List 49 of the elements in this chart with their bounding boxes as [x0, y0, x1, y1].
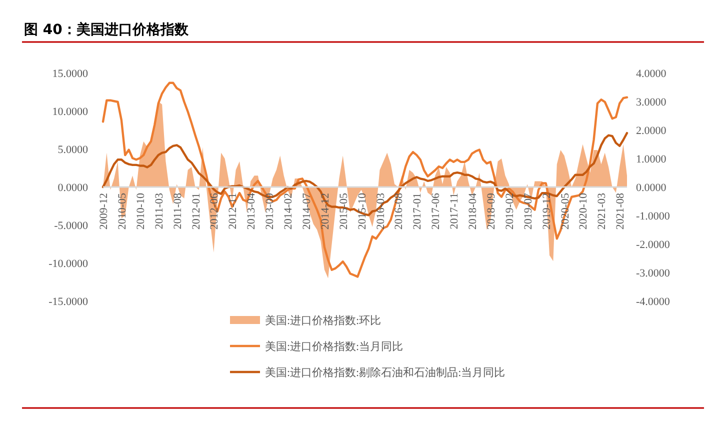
x-tick-label: 2015-10	[356, 192, 368, 230]
x-tick-label: 2014-12	[319, 193, 332, 230]
x-tick-label: 2017-01	[412, 193, 424, 230]
y2-tick-label: -1.0000	[636, 210, 670, 222]
y2-tick-label: 3.0000	[636, 96, 667, 108]
x-tick-label: 2015-05	[338, 192, 350, 230]
y-tick-label: 10.0000	[52, 106, 88, 118]
x-tick-label: 2017-11	[448, 193, 461, 230]
legend-label: 美国:进口价格指数:当月同比	[265, 340, 404, 353]
y-tick-label: 15.0000	[52, 68, 88, 80]
y2-tick-label: -2.0000	[636, 239, 670, 251]
x-tick-label: 2019-02	[504, 193, 516, 230]
legend-label: 美国:进口价格指数:环比	[265, 314, 382, 327]
x-tick-label: 2014-07	[300, 192, 313, 230]
y2-tick-label: 1.0000	[636, 154, 667, 166]
x-tick-label: 2011-03	[153, 192, 166, 230]
y-tick-label: -5.0000	[54, 220, 88, 232]
x-tick-label: 2012-01	[190, 193, 202, 230]
y2-tick-label: 4.0000	[636, 68, 667, 80]
y-tick-label: -10.0000	[48, 258, 88, 270]
legend-label: 美国:进口价格指数:剔除石油和石油制品:当月同比	[265, 366, 506, 379]
x-tick-label: 2018-09	[485, 192, 498, 230]
x-tick-label: 2020-10	[578, 192, 590, 230]
x-tick-label: 2021-08	[614, 192, 627, 230]
x-tick-label: 2010-10	[134, 192, 147, 230]
x-tick-label: 2014-02	[282, 193, 295, 230]
x-tick-label: 2013-04	[246, 192, 258, 230]
y-tick-label: 5.0000	[58, 144, 88, 156]
x-tick-label: 2010-05	[116, 192, 128, 230]
y-tick-label: -15.0000	[48, 296, 88, 308]
y2-tick-label: -4.0000	[636, 296, 670, 308]
x-tick-label: 2018-04	[467, 192, 480, 230]
y-tick-label: 0.0000	[58, 182, 88, 194]
x-tick-label: 2012-11	[227, 193, 240, 230]
x-tick-label: 2019-12	[540, 193, 553, 230]
y2-tick-label: -3.0000	[636, 268, 670, 280]
x-tick-label: 2019-07	[522, 192, 534, 230]
x-tick-label: 2009-12	[98, 193, 110, 230]
x-tick-label: 2016-08	[393, 192, 406, 230]
chart-title: 图 40：美国进口价格指数	[24, 21, 190, 38]
x-tick-label: 2013-09	[264, 192, 276, 230]
x-tick-label: 2021-03	[596, 192, 608, 230]
x-tick-label: 2011-08	[172, 192, 184, 230]
x-tick-label: 2017-06	[430, 192, 442, 230]
y2-tick-label: 2.0000	[636, 125, 667, 137]
y2-tick-label: 0.0000	[636, 182, 667, 194]
x-tick-label: 2012-06	[208, 192, 221, 230]
x-tick-label: 2016-03	[374, 192, 387, 230]
x-tick-label: 2020-05	[559, 192, 572, 230]
